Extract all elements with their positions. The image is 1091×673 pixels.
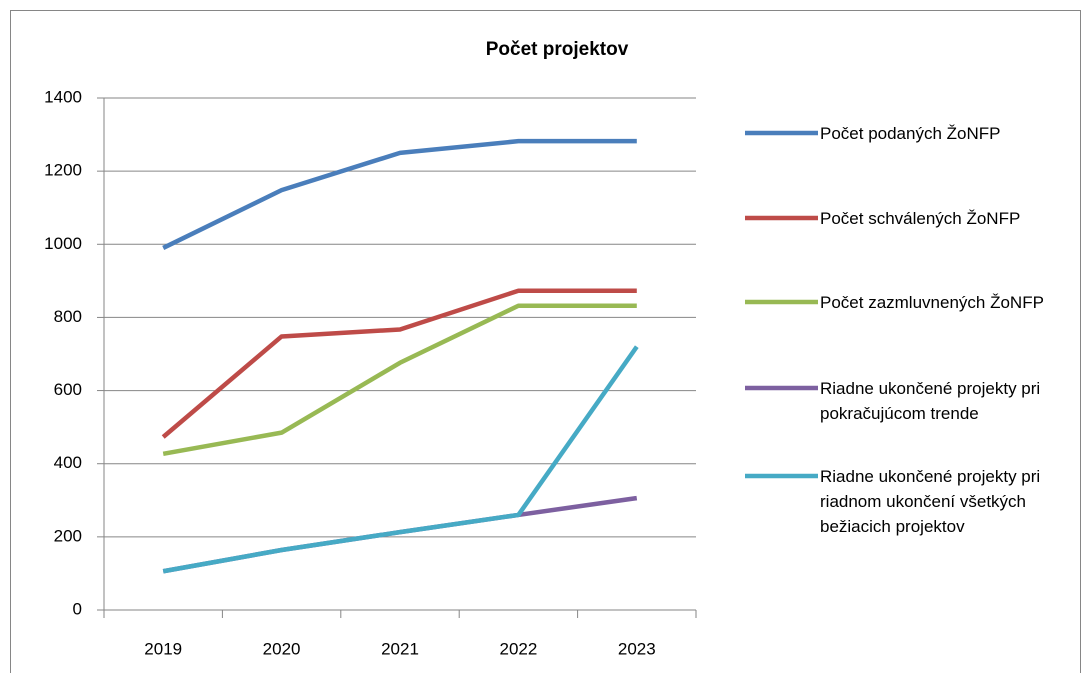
series-line (162, 138, 637, 250)
chart-border (10, 10, 1081, 673)
y-tick-label: 200 (54, 526, 82, 545)
series-line (162, 303, 637, 457)
series-line (162, 345, 639, 574)
legend-label: Počet schválených ŽoNFP (820, 208, 1021, 228)
series-line (161, 288, 637, 439)
legend-label: Riadne ukončené projekty pri riadnom uko… (820, 466, 1041, 536)
x-tick-label: 2020 (263, 639, 301, 658)
chart-title: Počet projektov (486, 39, 629, 60)
x-tick-label: 2022 (499, 639, 537, 658)
y-tick-label: 0 (73, 599, 82, 618)
legend-label: Počet podaných ŽoNFP (820, 123, 1001, 143)
legend-label: Počet zazmluvnených ŽoNFP (820, 292, 1044, 312)
x-tick-label: 2023 (618, 639, 656, 658)
y-tick-label: 1200 (44, 161, 82, 180)
y-tick-label: 800 (54, 307, 82, 326)
x-tick-label: 2021 (381, 639, 419, 658)
y-tick-label: 400 (54, 453, 82, 472)
y-tick-label: 1000 (44, 234, 82, 253)
y-tick-label: 600 (54, 380, 82, 399)
legend-label: Riadne ukončené projekty pri pokračujúco… (820, 378, 1041, 423)
x-tick-label: 2019 (144, 639, 182, 658)
y-tick-label: 1400 (44, 87, 82, 106)
